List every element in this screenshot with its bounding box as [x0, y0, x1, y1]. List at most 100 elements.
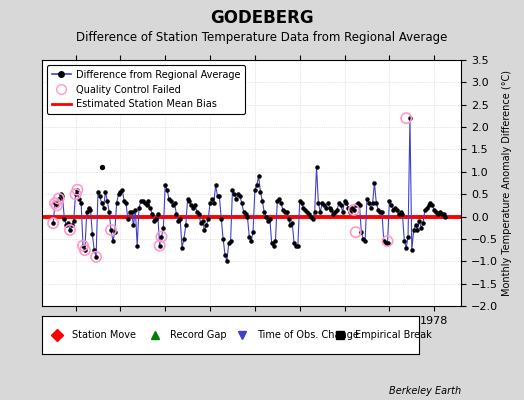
Point	[249, 229, 257, 235]
Point	[303, 209, 311, 215]
Point	[392, 207, 401, 213]
Point	[318, 200, 326, 206]
Text: Empirical Break: Empirical Break	[355, 330, 432, 340]
Point	[70, 218, 78, 224]
Point	[66, 227, 74, 233]
Point	[230, 191, 238, 197]
Point	[357, 229, 366, 235]
Point	[107, 227, 115, 233]
Point	[396, 209, 405, 215]
Point	[333, 207, 341, 213]
Point	[51, 200, 59, 206]
Point	[143, 202, 151, 208]
Point	[114, 191, 123, 197]
Point	[167, 198, 175, 204]
Text: Time of Obs. Change: Time of Obs. Change	[257, 330, 359, 340]
Point	[262, 213, 270, 220]
Point	[101, 189, 110, 195]
Point	[314, 200, 323, 206]
Point	[199, 218, 207, 224]
Point	[316, 209, 324, 215]
Point	[49, 220, 57, 226]
Point	[148, 211, 156, 218]
Point	[66, 227, 74, 233]
Point	[219, 236, 227, 242]
Point	[133, 242, 141, 249]
Point	[366, 204, 375, 211]
Point	[239, 209, 248, 215]
Point	[372, 200, 380, 206]
Point	[247, 238, 255, 244]
Point	[344, 204, 353, 211]
Point	[350, 207, 358, 213]
Point	[430, 207, 439, 213]
Point	[370, 180, 379, 186]
Point	[266, 216, 274, 222]
Point	[182, 222, 190, 229]
Point	[352, 202, 360, 208]
Point	[174, 218, 182, 224]
Point	[342, 200, 351, 206]
Point	[53, 202, 61, 208]
Point	[51, 200, 59, 206]
Point	[348, 204, 356, 211]
Point	[151, 216, 160, 222]
Point	[293, 242, 302, 249]
Text: GODEBERG: GODEBERG	[210, 9, 314, 27]
Point	[234, 191, 242, 197]
Text: Difference of Station Temperature Data from Regional Average: Difference of Station Temperature Data f…	[77, 32, 447, 44]
Point	[54, 196, 63, 202]
Point	[236, 193, 244, 200]
Point	[79, 242, 87, 249]
Point	[92, 254, 100, 260]
Point	[137, 198, 145, 204]
Point	[75, 196, 83, 202]
Point	[398, 211, 407, 218]
Point	[124, 216, 132, 222]
Point	[215, 193, 224, 200]
Point	[408, 247, 416, 253]
Point	[185, 198, 194, 204]
Point	[350, 207, 358, 213]
Point	[325, 204, 334, 211]
Point	[346, 209, 354, 215]
Point	[435, 209, 444, 215]
Point	[384, 240, 392, 246]
Point	[417, 224, 425, 231]
Point	[202, 222, 211, 229]
Point	[298, 200, 306, 206]
Point	[363, 196, 371, 202]
Point	[292, 242, 300, 249]
Point	[237, 200, 246, 206]
Point	[210, 200, 218, 206]
Point	[243, 213, 252, 220]
Point	[387, 202, 396, 208]
Point	[64, 220, 72, 226]
Y-axis label: Monthly Temperature Anomaly Difference (°C): Monthly Temperature Anomaly Difference (…	[502, 70, 512, 296]
Point	[178, 245, 186, 251]
Point	[86, 207, 95, 213]
Point	[157, 234, 166, 240]
Point	[424, 202, 433, 208]
Point	[49, 220, 57, 226]
Point	[159, 224, 168, 231]
Point	[100, 204, 108, 211]
Point	[331, 209, 340, 215]
Point	[432, 209, 440, 215]
Point	[127, 209, 136, 215]
Point	[60, 216, 69, 222]
Point	[339, 209, 347, 215]
Point	[277, 200, 285, 206]
Point	[62, 222, 70, 229]
Point	[223, 258, 231, 264]
Point	[271, 238, 280, 244]
Point	[193, 209, 201, 215]
Point	[156, 242, 164, 249]
Point	[111, 229, 119, 235]
Point	[279, 207, 287, 213]
Point	[73, 186, 82, 193]
Point	[189, 204, 198, 211]
Point	[286, 222, 294, 229]
Point	[84, 204, 93, 211]
Point	[144, 198, 152, 204]
